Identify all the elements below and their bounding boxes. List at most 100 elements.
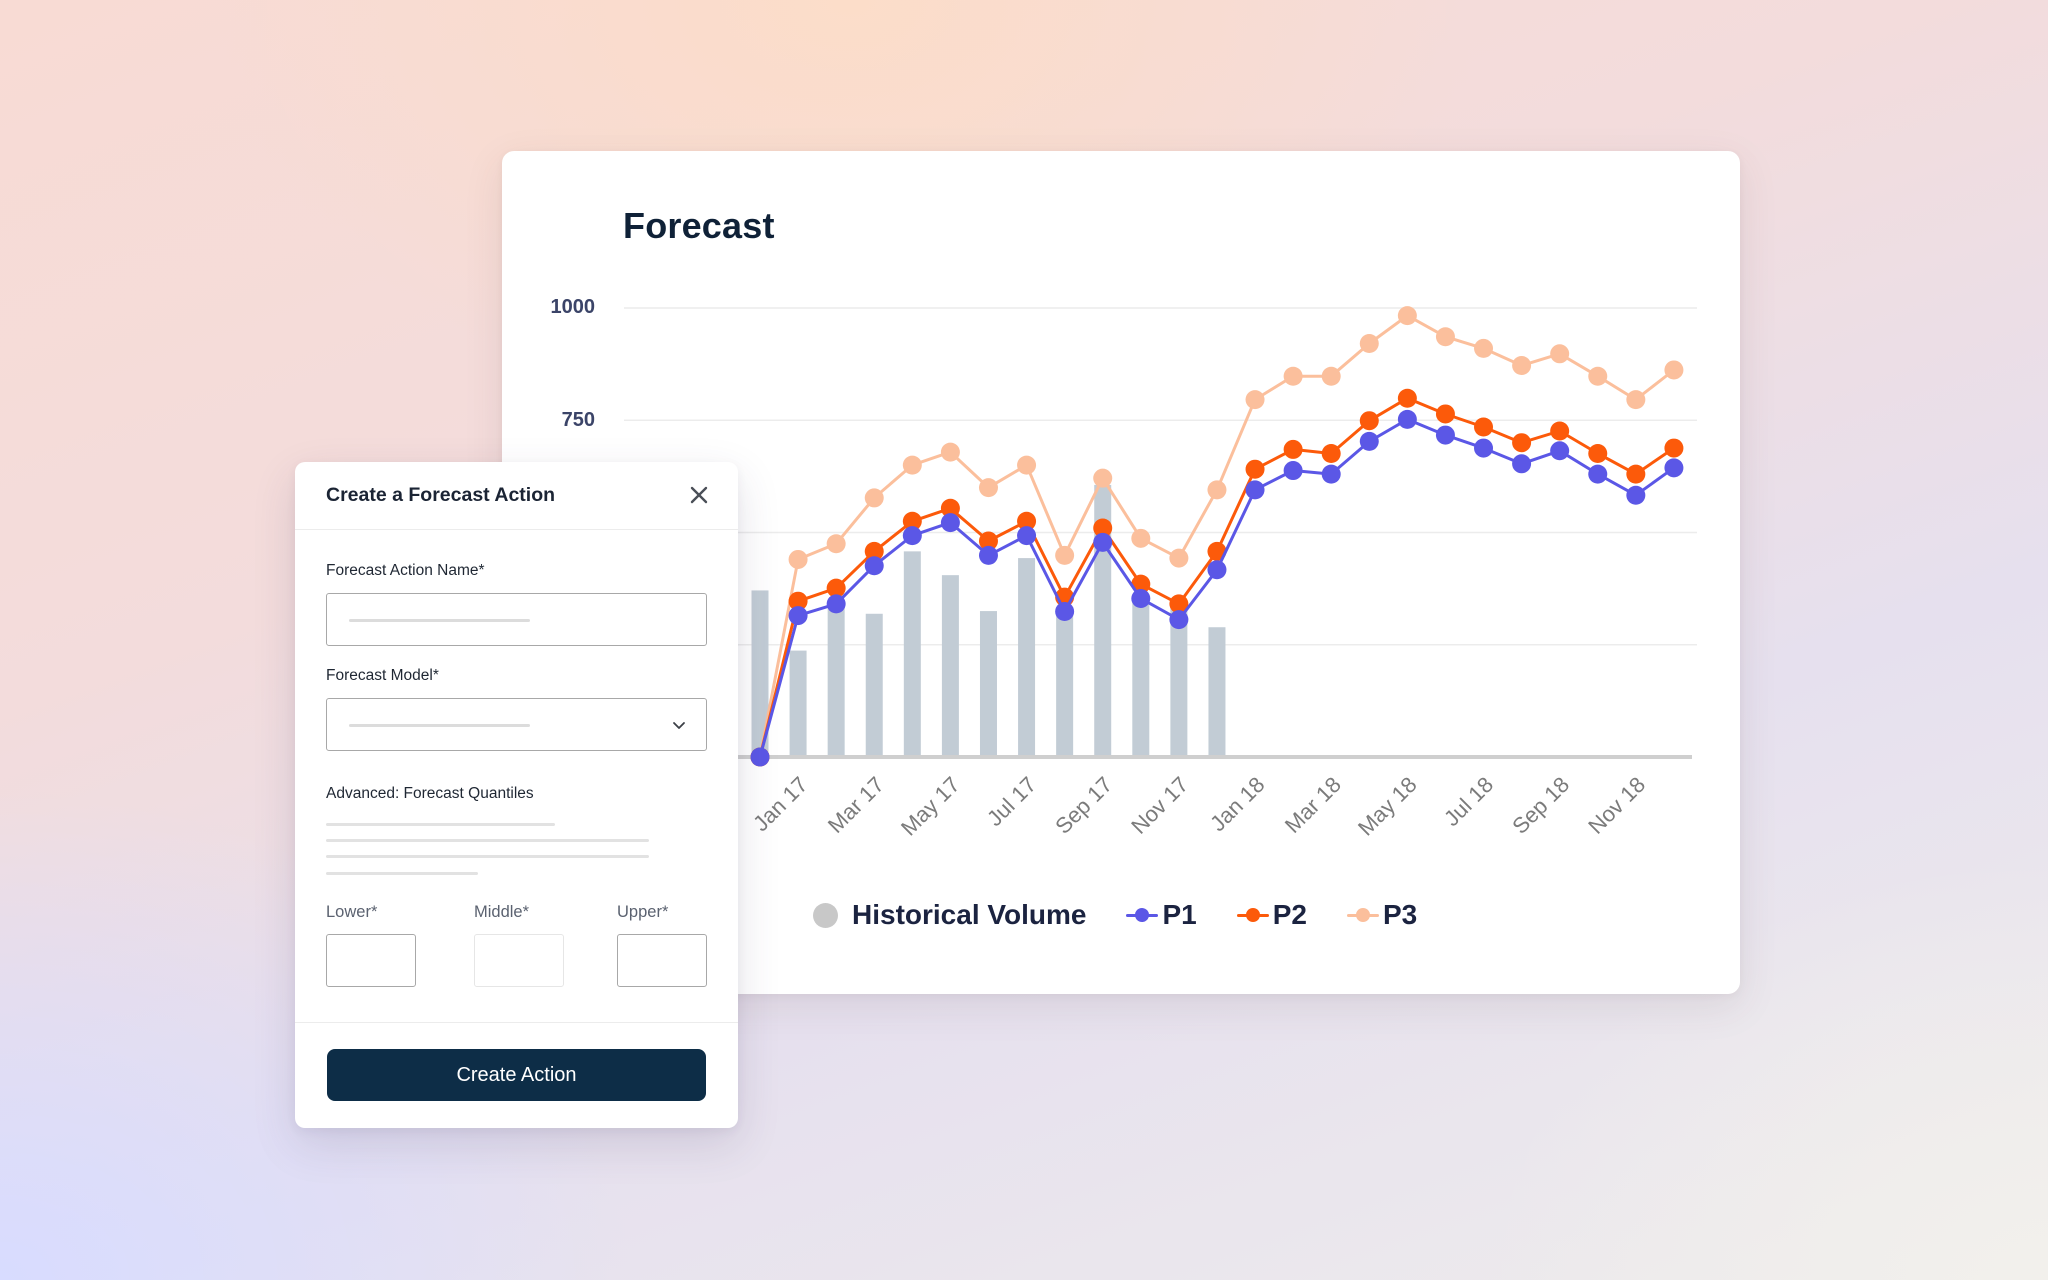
line-dot-marker-icon	[1236, 908, 1269, 922]
data-point[interactable]	[1245, 459, 1265, 479]
data-point[interactable]	[1435, 425, 1455, 445]
data-point[interactable]	[1588, 443, 1608, 463]
lower-quantile-label: Lower*	[326, 903, 378, 921]
data-point[interactable]	[1017, 526, 1037, 546]
data-point[interactable]	[1397, 306, 1417, 326]
data-point[interactable]	[1550, 441, 1570, 461]
data-point[interactable]	[1626, 390, 1646, 410]
data-point[interactable]	[826, 594, 846, 614]
data-point[interactable]	[1474, 338, 1494, 358]
data-point[interactable]	[902, 526, 922, 546]
description-skeleton-line	[326, 839, 649, 842]
legend-label: Historical Volume	[852, 899, 1087, 930]
chart-title: Forecast	[623, 205, 775, 246]
data-point[interactable]	[1359, 333, 1379, 353]
data-point[interactable]	[1397, 409, 1417, 429]
data-point[interactable]	[1245, 390, 1265, 410]
data-point[interactable]	[1474, 438, 1494, 458]
create-action-button[interactable]: Create Action	[327, 1049, 706, 1101]
y-tick-750: 750	[561, 409, 595, 431]
data-point[interactable]	[1283, 439, 1303, 459]
data-point[interactable]	[1283, 366, 1303, 386]
data-point[interactable]	[1664, 360, 1684, 380]
upper-quantile-input[interactable]	[617, 934, 707, 987]
forecast-action-name-label: Forecast Action Name*	[326, 562, 485, 579]
data-point[interactable]	[1283, 461, 1303, 481]
data-point[interactable]	[1359, 431, 1379, 451]
circle-marker-icon	[813, 902, 838, 928]
data-point[interactable]	[902, 455, 922, 475]
data-point[interactable]	[1093, 468, 1113, 488]
data-point[interactable]	[1664, 458, 1684, 478]
data-point[interactable]	[788, 606, 808, 626]
data-point[interactable]	[978, 545, 998, 565]
dialog-title: Create a Forecast Action	[326, 484, 556, 506]
data-point[interactable]	[826, 534, 846, 554]
forecast-model-select[interactable]	[326, 698, 707, 751]
data-point[interactable]	[1245, 480, 1265, 500]
data-point[interactable]	[1321, 443, 1341, 463]
data-point[interactable]	[1512, 454, 1532, 474]
close-button[interactable]	[686, 482, 712, 508]
legend-label: P3	[1382, 899, 1418, 930]
data-point[interactable]	[864, 556, 884, 576]
placeholder-skeleton	[349, 724, 530, 727]
data-point[interactable]	[750, 747, 770, 767]
data-point[interactable]	[940, 513, 960, 533]
line-dot-marker-icon	[1126, 908, 1159, 922]
data-point[interactable]	[1207, 480, 1227, 500]
data-point[interactable]	[1359, 411, 1379, 431]
data-point[interactable]	[1626, 464, 1646, 484]
y-tick-1000: 1000	[550, 296, 596, 318]
description-skeleton-line	[326, 855, 649, 858]
chevron-down-icon	[673, 722, 685, 729]
data-point[interactable]	[1055, 545, 1075, 565]
data-point[interactable]	[1435, 404, 1455, 424]
legend-item-p1[interactable]: P1	[1126, 899, 1197, 931]
data-point[interactable]	[1550, 421, 1570, 441]
legend-item-p3[interactable]: P3	[1346, 899, 1418, 931]
legend-item-historical-volume[interactable]: Historical Volume	[813, 899, 1086, 931]
data-point[interactable]	[1512, 355, 1532, 375]
data-point[interactable]	[1512, 433, 1532, 453]
dialog-header: Create a Forecast Action	[295, 462, 738, 530]
legend-label: P2	[1272, 899, 1307, 930]
data-point[interactable]	[978, 478, 998, 498]
middle-quantile-label: Middle*	[474, 903, 530, 921]
legend-label: P1	[1162, 899, 1197, 930]
data-point[interactable]	[1207, 541, 1227, 561]
lower-quantile-input[interactable]	[326, 934, 416, 987]
data-point[interactable]	[1397, 388, 1417, 408]
data-point[interactable]	[864, 488, 884, 508]
data-point[interactable]	[1131, 528, 1151, 548]
data-point[interactable]	[1588, 464, 1608, 484]
forecast-model-label: Forecast Model*	[326, 667, 439, 684]
data-point[interactable]	[1169, 610, 1189, 630]
data-point[interactable]	[1626, 485, 1646, 505]
data-point[interactable]	[1664, 438, 1684, 458]
data-point[interactable]	[1169, 548, 1189, 568]
data-point[interactable]	[1435, 327, 1455, 347]
data-point[interactable]	[1588, 366, 1608, 386]
data-point[interactable]	[940, 442, 960, 462]
description-skeleton-line	[326, 872, 478, 875]
legend-item-p2[interactable]: P2	[1236, 899, 1307, 931]
data-point[interactable]	[1321, 464, 1341, 484]
data-point[interactable]	[1321, 366, 1341, 386]
data-point[interactable]	[1131, 589, 1151, 609]
data-point[interactable]	[788, 549, 808, 569]
description-skeleton-line	[326, 823, 555, 826]
data-point[interactable]	[1093, 532, 1113, 552]
create-forecast-action-dialog: Create a Forecast Action Forecast Action…	[295, 462, 738, 1128]
middle-quantile-input[interactable]	[474, 934, 564, 987]
data-point[interactable]	[1017, 455, 1037, 475]
dialog-footer-divider	[295, 1022, 738, 1023]
data-point[interactable]	[1550, 344, 1570, 364]
data-point[interactable]	[1207, 560, 1227, 580]
data-point[interactable]	[1474, 417, 1494, 437]
forecast-action-name-input[interactable]	[326, 593, 707, 646]
close-icon	[690, 486, 708, 504]
data-point[interactable]	[1055, 602, 1075, 622]
placeholder-skeleton	[349, 619, 530, 622]
upper-quantile-label: Upper*	[617, 903, 669, 921]
